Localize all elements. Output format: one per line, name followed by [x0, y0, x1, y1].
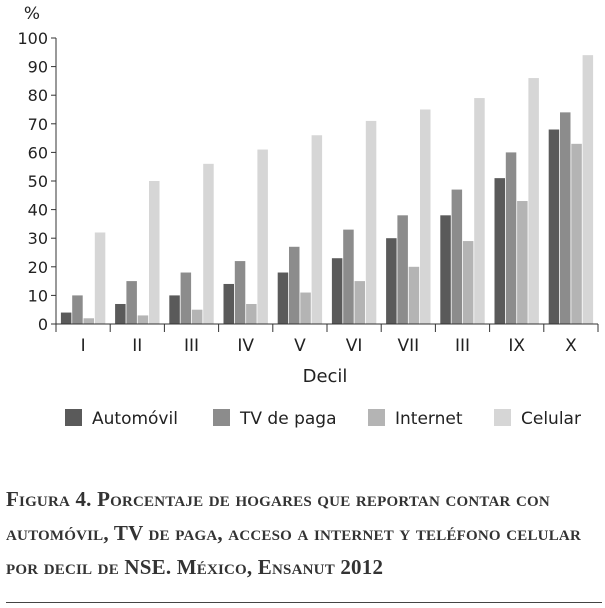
- x-tick-label: X: [565, 336, 577, 356]
- bar-automóvil-7: [386, 238, 397, 324]
- caption-divider: [6, 602, 602, 603]
- bar-automóvil-9: [494, 178, 505, 324]
- x-tick-label: IX: [508, 336, 525, 356]
- x-tick-label: VII: [397, 336, 419, 356]
- legend-swatch: [213, 409, 230, 426]
- bar-internet-2: [137, 315, 149, 324]
- bar-internet-3: [191, 309, 203, 324]
- bar-internet-8: [462, 241, 474, 324]
- bar-automóvil-1: [60, 312, 72, 324]
- legend-swatch: [65, 409, 82, 426]
- legend-label: TV de paga: [239, 409, 337, 429]
- bar-celular-6: [365, 120, 377, 324]
- bar-internet-4: [246, 303, 257, 324]
- bar-internet-1: [83, 318, 94, 324]
- bar-internet-5: [300, 292, 311, 324]
- legend-swatch: [494, 409, 511, 426]
- legend-label: Automóvil: [92, 409, 178, 429]
- y-tick-label: 90: [28, 58, 48, 77]
- bar-celular-1: [94, 232, 106, 324]
- y-axis-label: %: [24, 4, 40, 24]
- y-tick-label: 70: [28, 115, 48, 134]
- y-tick-label: 20: [28, 258, 48, 277]
- y-tick-label: 0: [38, 315, 48, 334]
- bar-tv-de-paga-9: [505, 152, 517, 324]
- bar-tv-de-paga-3: [180, 272, 192, 324]
- x-tick-label: VI: [346, 336, 363, 356]
- y-tick-label: 10: [28, 286, 48, 305]
- x-tick-label: I: [81, 336, 86, 356]
- legend: Automóvil TV de paga Internet Celular: [65, 409, 581, 429]
- bar-celular-7: [420, 109, 431, 324]
- bar-automóvil-3: [169, 295, 180, 324]
- bar-tv-de-paga-6: [343, 229, 354, 324]
- bar-automóvil-6: [331, 258, 343, 324]
- x-tick-label: V: [294, 336, 306, 356]
- y-axis: 0 10 20 30 40 50 60 70 80 90 100: [17, 29, 57, 334]
- bar-tv-de-paga-4: [234, 261, 246, 324]
- bar-tv-de-paga-1: [72, 295, 83, 324]
- bar-celular-4: [257, 149, 268, 324]
- y-tick-label: 80: [28, 86, 48, 105]
- bar-internet-6: [354, 281, 365, 324]
- x-axis-label: Decil: [303, 366, 348, 387]
- legend-swatch: [368, 409, 385, 426]
- bar-internet-7: [408, 266, 420, 324]
- bar-celular-2: [149, 181, 160, 324]
- bar-tv-de-paga-2: [126, 281, 137, 324]
- bar-automóvil-4: [223, 283, 234, 324]
- x-tick-label: III: [184, 336, 199, 356]
- y-tick-label: 100: [17, 29, 48, 48]
- bar-automóvil-5: [277, 272, 289, 324]
- x-tick-label: II: [132, 336, 142, 356]
- bar-internet-9: [517, 201, 528, 324]
- legend-label: Internet: [395, 409, 463, 429]
- figure-caption: Figura 4. Porcentaje de hogares que repo…: [6, 487, 581, 579]
- bar-tv-de-paga-7: [397, 215, 408, 324]
- x-tick-label: III: [455, 336, 470, 356]
- bar-celular-8: [474, 98, 485, 324]
- bar-celular-3: [203, 163, 214, 324]
- x-axis: I II III IV V VI VII III IX X: [55, 323, 599, 356]
- legend-label: Celular: [521, 409, 581, 429]
- x-tick-label: IV: [237, 336, 254, 356]
- y-tick-label: 40: [28, 201, 48, 220]
- bar-automóvil-8: [440, 215, 451, 324]
- bar-tv-de-paga-10: [560, 112, 571, 324]
- bar-celular-10: [582, 55, 594, 324]
- bar-tv-de-paga-5: [289, 246, 300, 324]
- y-tick-label: 30: [28, 229, 48, 248]
- bar-tv-de-paga-8: [451, 189, 463, 324]
- bar-celular-5: [311, 135, 323, 324]
- bar-celular-9: [528, 78, 539, 324]
- y-tick-label: 50: [28, 172, 48, 191]
- bars: [60, 55, 594, 324]
- bar-automóvil-2: [115, 303, 126, 324]
- bar-internet-10: [571, 143, 582, 324]
- bar-automóvil-10: [548, 129, 560, 324]
- y-tick-label: 60: [28, 143, 48, 162]
